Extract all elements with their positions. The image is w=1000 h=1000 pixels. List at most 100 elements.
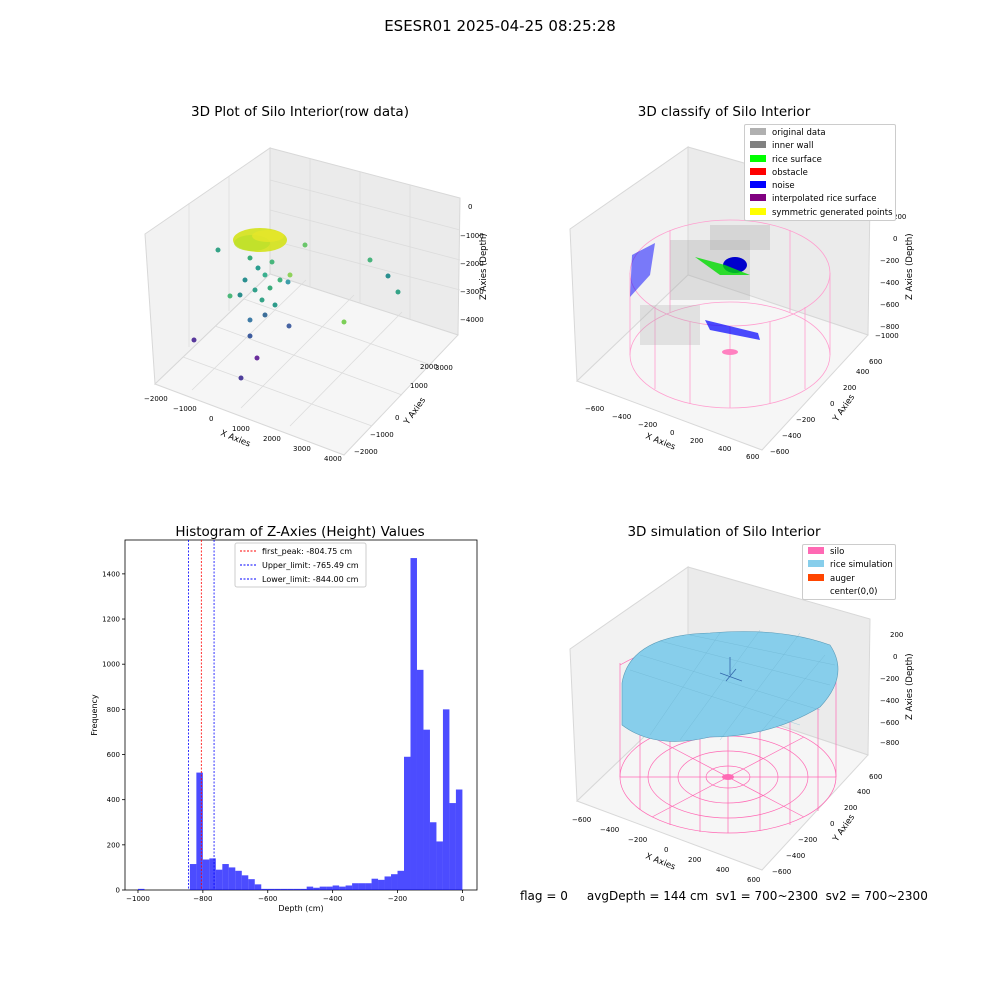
histogram-bar [228, 867, 236, 890]
legend-swatch-center [808, 587, 824, 594]
histogram-bar [306, 886, 314, 890]
classify-tick-labels: −600 −400 −200 0 200 400 600 −600 −400 −… [585, 213, 906, 461]
legend-entry: interpolated rice surface [750, 193, 893, 206]
histogram-bar [196, 772, 203, 890]
status-footer: flag = 0 avgDepth = 144 cm sv1 = 700~230… [520, 889, 928, 903]
sim-xtick: 400 [716, 866, 729, 874]
classify-xtick: 0 [670, 429, 674, 437]
raw-ztick: 0 [468, 203, 472, 211]
histogram-bar [404, 756, 411, 890]
simulation-3d-plot: −600 −400 −200 0 200 400 600 −600 −400 −… [569, 566, 915, 884]
classify-ztick: −600 [880, 301, 899, 309]
histogram-legend: first_peak: -804.75 cm Upper_limit: -765… [234, 542, 367, 588]
raw-pane-floor [154, 273, 459, 456]
histogram-bar [345, 885, 353, 890]
raw-plot-title: 3D Plot of Silo Interior(row data) [191, 104, 409, 120]
sim-ytick: 0 [830, 820, 834, 828]
simulation-plot-title: 3D simulation of Silo Interior [627, 524, 821, 540]
legend-label: silo [830, 547, 845, 557]
sim-xtick: −200 [628, 836, 647, 844]
histogram-chart: −1000 −800 −600 −400 −200 0 0 200 400 600 800 1000… [90, 539, 478, 913]
simulation-legend: silo rice simulation auger center(0,0) [802, 544, 896, 600]
legend-label: center(0,0) [830, 586, 878, 597]
histogram-vlines [188, 540, 215, 890]
classify-ytick: 0 [830, 400, 834, 408]
histogram-ytick-label: 600 [107, 751, 120, 759]
histogram-bar [365, 883, 372, 890]
legend-entry: obstacle [750, 167, 893, 180]
histogram-ylabel: Frequency [90, 694, 99, 736]
classify-ytick: −400 [782, 432, 801, 440]
histogram-bar [241, 875, 249, 890]
sim-xlabel: X Axies [644, 852, 677, 873]
sim-xtick: −600 [572, 816, 591, 824]
classify-legend: original data inner wall rice surface ob… [744, 124, 896, 221]
histogram-xtick-label: 0 [460, 895, 464, 903]
legend-entry: rice surface [750, 154, 893, 167]
sim-ztick: −400 [880, 697, 899, 705]
sim-rice-mesh [629, 629, 836, 741]
classify-xtick: −600 [585, 405, 604, 413]
classify-xtick: −200 [638, 421, 657, 429]
histogram-xtick-label: −400 [323, 895, 342, 903]
classify-ztick: 0 [893, 235, 897, 243]
histogram-bar [280, 888, 288, 890]
raw-surface-points [233, 228, 287, 252]
sim-ztick: −600 [880, 719, 899, 727]
histogram-xtick-label: −800 [193, 895, 212, 903]
legend-label: Lower_limit: -844.00 cm [262, 575, 359, 584]
histogram-xlabel: Depth (cm) [278, 904, 323, 913]
raw-ytick: 2000 [420, 363, 438, 371]
histogram-ytick-label: 1000 [102, 661, 120, 669]
histogram-bar [319, 886, 327, 890]
legend-label: Upper_limit: -765.49 cm [262, 561, 359, 570]
figure-title: ESESR01 2025-04-25 08:25:28 [384, 17, 616, 35]
raw-ztick: −2000 [460, 260, 484, 268]
histogram-bar [429, 822, 437, 890]
sim-ztick: 200 [890, 631, 903, 639]
legend-swatch-symmetric [750, 207, 766, 215]
sim-xtick: −400 [600, 826, 619, 834]
sim-ytick: 600 [869, 773, 882, 781]
legend-label: obstacle [772, 167, 808, 178]
classify-zlabel: Z Axies (Depth) [905, 233, 915, 300]
legend-label: rice simulation [830, 560, 893, 571]
classify-ytick: 600 [869, 358, 882, 366]
histogram-bar [189, 864, 197, 890]
histogram-ytick-label: 800 [107, 706, 120, 714]
histogram-ytick-label: 0 [116, 887, 120, 895]
classify-gray-points [640, 225, 770, 345]
histogram-bar [293, 888, 301, 890]
legend-entry: auger [808, 573, 893, 586]
histogram-bar [222, 864, 229, 890]
histogram-bar [423, 729, 430, 890]
histogram-bar [442, 709, 450, 890]
histogram-bar [416, 669, 424, 890]
raw-ztick: −3000 [460, 288, 484, 296]
histogram-bar [235, 870, 242, 890]
classify-plot-title: 3D classify of Silo Interior [637, 104, 811, 120]
raw-ytick: 3000 [435, 364, 453, 372]
raw-xtick: 1000 [232, 425, 250, 433]
sim-ytick: −400 [786, 852, 805, 860]
histogram-bar [410, 558, 417, 890]
histogram-bar [209, 858, 216, 890]
histogram-bar [267, 888, 275, 890]
classify-ytick: 200 [843, 384, 856, 392]
classify-ztick: −400 [880, 279, 899, 287]
sim-ylabel: Y Axies [831, 812, 858, 844]
histogram-bar [391, 874, 398, 890]
histogram-bars [137, 558, 463, 890]
classify-xtick: 600 [746, 453, 759, 461]
raw-ytick: 1000 [410, 382, 428, 390]
raw-grid [182, 159, 461, 427]
sim-xtick: 0 [664, 846, 668, 854]
histogram-ytick-label: 200 [107, 841, 120, 849]
raw-ytick: 0 [395, 414, 399, 422]
histogram-bar [261, 888, 268, 890]
legend-entry: silo [808, 546, 893, 559]
histogram-bar [378, 879, 385, 890]
sim-zlabel: Z Axies (Depth) [905, 653, 915, 720]
sim-ztick: −800 [880, 739, 899, 747]
classify-ztick: 200 [893, 213, 906, 221]
